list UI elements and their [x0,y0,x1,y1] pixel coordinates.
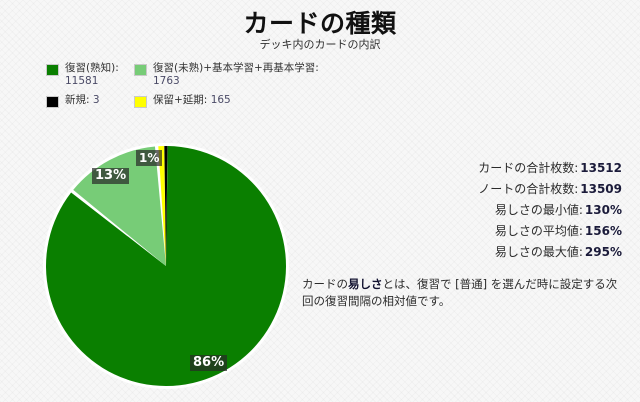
stat-label: ノートの合計枚数: [478,182,579,196]
legend-swatch-icon [134,64,147,76]
legend-label-text: 新規: [65,94,90,106]
legend-label-text: 復習(熟知): [65,62,119,74]
legend-label-text: 復習(未熟)+基本学習+再基本学習: [153,62,319,74]
legend-item-suspended[interactable]: 保留+延期: 165 [134,94,334,108]
legend-label-value: 11581 [65,75,99,87]
legend-row: 新規: 3 保留+延期: 165 [46,94,346,108]
summary-stats: カードの合計枚数: 13512 ノートの合計枚数: 13509 易しさの最小値: 13… [322,158,622,263]
stat-label: カードの合計枚数: [478,161,579,175]
slice-percent-label: 86% [190,355,228,371]
page-subtitle: デッキ内のカードの内訳 [259,38,381,51]
legend-label-value: 165 [210,94,231,106]
legend-label-value: 3 [92,94,100,106]
legend-label: 復習(熟知): 11581 [65,62,119,88]
legend-label: 新規: 3 [65,94,100,107]
stat-value: 156% [584,224,622,238]
stat-label: 易しさの最小値: [494,203,583,217]
stat-value: 13512 [580,161,622,175]
stat-row: 易しさの最大値: 295% [322,242,622,263]
pie-slice[interactable] [46,146,287,386]
slice-percent-label: 13% [92,168,130,184]
stat-row: 易しさの最小値: 130% [322,200,622,221]
pie-chart-svg[interactable] [40,140,292,392]
slice-percent-label: 1% [136,150,163,166]
stat-label: 易しさの平均値: [494,224,583,238]
legend-swatch-icon [46,96,59,108]
page-title: カードの種類 [243,9,397,38]
legend-swatch-icon [46,64,59,76]
chart-legend: 復習(熟知): 11581 復習(未熟)+基本学習+再基本学習: 1763 新規… [46,62,346,114]
legend-label: 復習(未熟)+基本学習+再基本学習: 1763 [153,62,334,88]
description-prefix: カードの [302,277,348,291]
legend-swatch-icon [134,96,147,108]
pie-chart[interactable]: 86% 13% 1% [40,140,292,392]
description-emphasis: 易しさ [348,277,383,291]
stat-value: 130% [584,203,622,217]
stat-value: 13509 [580,182,622,196]
legend-item-new[interactable]: 新規: 3 [46,94,134,108]
description-text: カードの易しさとは、復習で [普通] を選んだ時に設定する次回の復習間隔の相対値… [302,276,622,310]
pie-slice[interactable] [158,146,166,266]
stat-row: 易しさの平均値: 156% [322,221,622,242]
description-suffix: とは、復習で [普通] を選んだ時に設定する次回の復習間隔の相対値です。 [302,277,618,308]
legend-label-value: 1763 [153,75,180,87]
stat-row: カードの合計枚数: 13512 [322,158,622,179]
legend-row: 復習(熟知): 11581 復習(未熟)+基本学習+再基本学習: 1763 [46,62,346,88]
legend-label: 保留+延期: 165 [153,94,231,107]
legend-item-review-young[interactable]: 復習(未熟)+基本学習+再基本学習: 1763 [134,62,334,88]
pie-slice[interactable] [164,146,168,266]
legend-label-text: 保留+延期: [153,94,208,106]
stat-value: 295% [584,245,622,259]
stat-row: ノートの合計枚数: 13509 [322,179,622,200]
legend-item-review-mature[interactable]: 復習(熟知): 11581 [46,62,134,88]
stat-label: 易しさの最大値: [494,245,583,259]
